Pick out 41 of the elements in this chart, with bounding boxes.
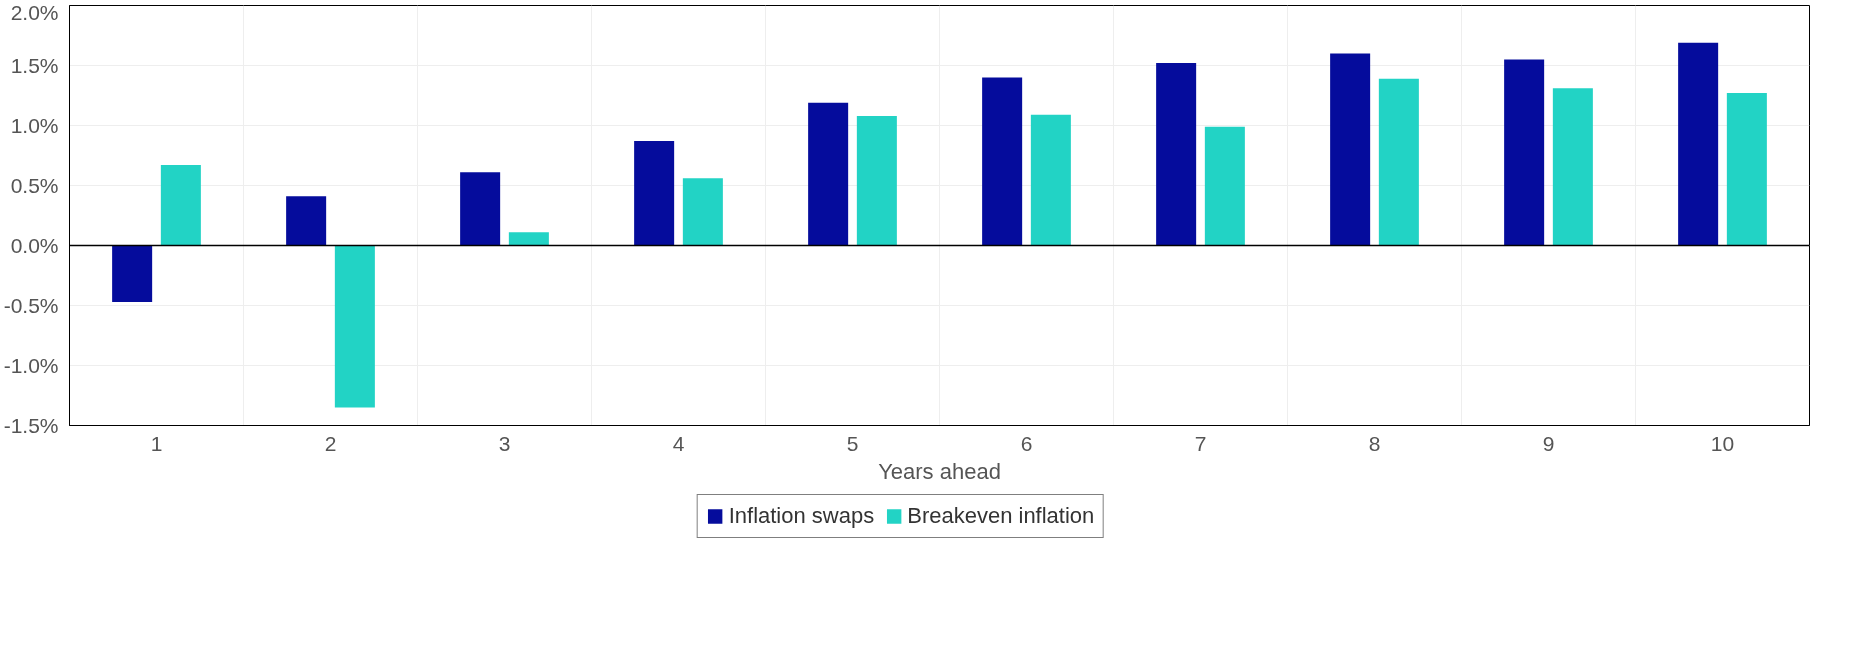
- y-tick-label: -1.5%: [3, 414, 59, 437]
- bar: [1726, 93, 1767, 246]
- x-tick-label: 10: [1710, 431, 1735, 455]
- bar: [634, 141, 675, 246]
- x-tick-label: 6: [1020, 431, 1033, 455]
- x-tick-label: 2: [324, 431, 337, 455]
- bar: [112, 245, 153, 302]
- x-tick-label: 1: [150, 431, 163, 455]
- y-tick-label: -0.5%: [3, 294, 59, 317]
- x-tick-label: 7: [1194, 431, 1207, 455]
- y-tick-label: -1.0%: [3, 354, 59, 377]
- bar: [682, 178, 723, 246]
- bar: [1330, 53, 1371, 246]
- bar: [460, 172, 501, 246]
- bar: [160, 165, 201, 246]
- x-tick-label: 8: [1368, 431, 1381, 455]
- bar: [334, 245, 375, 408]
- x-axis-title: Years ahead: [878, 458, 1001, 484]
- y-tick-label: 1.0%: [10, 114, 59, 137]
- x-tick-label: 3: [498, 431, 511, 455]
- y-tick-label: 0.0%: [10, 234, 59, 257]
- bar: [808, 102, 849, 246]
- bar: [1204, 126, 1245, 246]
- bar: [1678, 42, 1719, 246]
- y-tick-label: 2.0%: [10, 0, 59, 24]
- bar: [1504, 59, 1545, 246]
- y-tick-label: 1.5%: [10, 54, 59, 77]
- bar: [1552, 88, 1593, 246]
- bar: [1156, 63, 1197, 246]
- x-tick-label: 4: [672, 431, 685, 455]
- bar: [1378, 78, 1419, 246]
- x-tick-label: 5: [846, 431, 859, 455]
- legend-label: Inflation swaps: [728, 503, 875, 529]
- legend-label: Breakeven inflation: [907, 503, 1095, 529]
- bar: [508, 232, 549, 246]
- bar: [982, 77, 1023, 246]
- bar: [1030, 114, 1071, 246]
- y-tick-label: 0.5%: [10, 174, 59, 197]
- x-tick-label: 9: [1542, 431, 1555, 455]
- bar: [856, 115, 897, 246]
- bar: [286, 196, 327, 246]
